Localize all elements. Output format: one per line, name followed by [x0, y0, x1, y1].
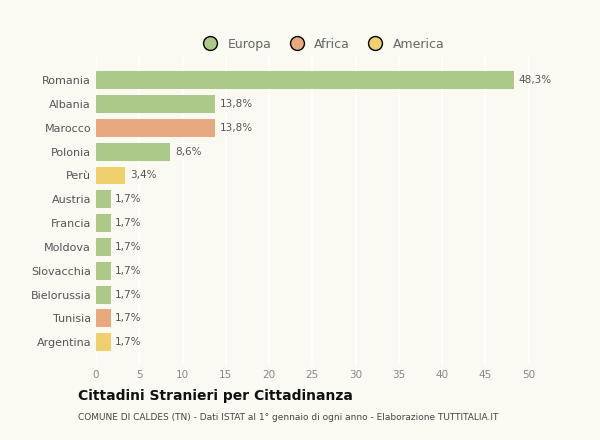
- Text: 1,7%: 1,7%: [115, 337, 142, 347]
- Text: 1,7%: 1,7%: [115, 242, 142, 252]
- Bar: [96, 119, 215, 137]
- Text: Cittadini Stranieri per Cittadinanza: Cittadini Stranieri per Cittadinanza: [78, 389, 353, 403]
- Text: 1,7%: 1,7%: [115, 266, 142, 276]
- Bar: [96, 262, 111, 280]
- Bar: [96, 71, 514, 89]
- Text: 13,8%: 13,8%: [220, 99, 253, 109]
- Bar: [96, 309, 111, 327]
- Text: COMUNE DI CALDES (TN) - Dati ISTAT al 1° gennaio di ogni anno - Elaborazione TUT: COMUNE DI CALDES (TN) - Dati ISTAT al 1°…: [78, 413, 499, 422]
- Text: 1,7%: 1,7%: [115, 290, 142, 300]
- Bar: [96, 238, 111, 256]
- Bar: [96, 143, 170, 161]
- Text: 48,3%: 48,3%: [518, 75, 551, 85]
- Bar: [96, 191, 111, 208]
- Bar: [96, 334, 111, 351]
- Text: 3,4%: 3,4%: [130, 170, 156, 180]
- Text: 8,6%: 8,6%: [175, 147, 201, 157]
- Legend: Europa, Africa, America: Europa, Africa, America: [193, 33, 449, 55]
- Text: 1,7%: 1,7%: [115, 194, 142, 204]
- Text: 1,7%: 1,7%: [115, 218, 142, 228]
- Text: 13,8%: 13,8%: [220, 123, 253, 133]
- Text: 1,7%: 1,7%: [115, 313, 142, 323]
- Bar: [96, 166, 125, 184]
- Bar: [96, 286, 111, 304]
- Bar: [96, 214, 111, 232]
- Bar: [96, 95, 215, 113]
